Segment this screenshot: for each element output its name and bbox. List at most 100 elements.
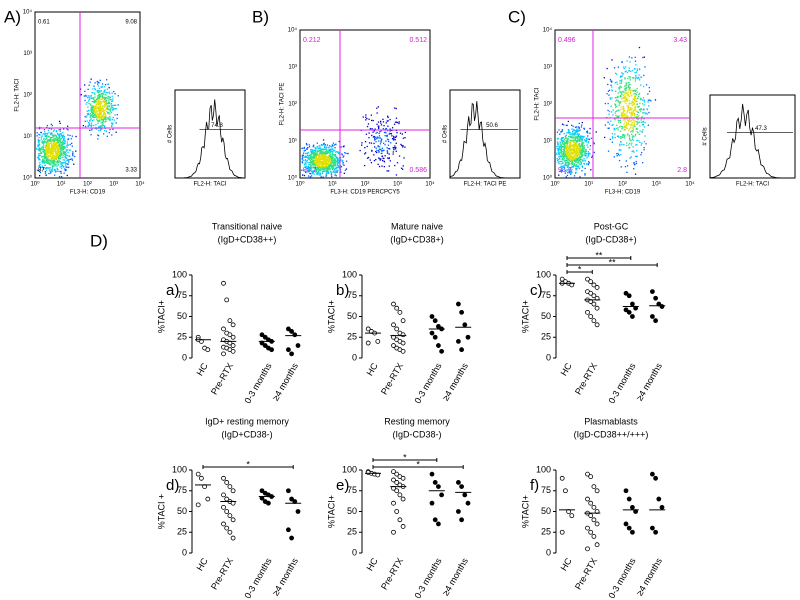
event — [571, 164, 573, 166]
event — [632, 98, 634, 100]
event — [325, 147, 327, 149]
event — [561, 155, 563, 157]
event — [301, 169, 303, 171]
event — [614, 104, 617, 107]
data-point — [400, 475, 406, 481]
event — [377, 125, 379, 127]
event — [390, 142, 392, 144]
event — [317, 161, 319, 163]
event — [573, 140, 576, 142]
event — [632, 127, 634, 129]
event — [90, 109, 93, 111]
data-point — [224, 480, 230, 485]
quadrant-value: 0.512 — [409, 37, 427, 44]
event — [84, 99, 86, 102]
event — [306, 154, 309, 157]
quadrant-value: 3.33 — [125, 168, 137, 174]
event — [90, 122, 93, 124]
event — [562, 151, 564, 153]
event — [628, 134, 630, 137]
event — [54, 158, 56, 160]
event — [304, 149, 306, 151]
event — [571, 161, 574, 163]
event — [643, 108, 645, 111]
event — [66, 157, 68, 159]
event — [633, 68, 636, 70]
event — [52, 144, 55, 147]
event — [574, 126, 577, 129]
event — [322, 154, 324, 156]
event — [110, 109, 112, 111]
event — [643, 149, 645, 151]
event — [626, 71, 629, 74]
panel-label: d) — [166, 477, 179, 494]
event — [380, 140, 382, 142]
event — [95, 124, 97, 126]
data-point — [626, 496, 632, 502]
event — [619, 76, 622, 78]
event — [317, 148, 319, 150]
y-tick-label: 10¹ — [288, 139, 297, 145]
event — [632, 129, 634, 131]
event — [556, 145, 558, 147]
event — [570, 153, 572, 155]
event — [375, 147, 377, 149]
event — [52, 148, 54, 150]
density — [36, 78, 119, 178]
event — [101, 128, 103, 130]
event — [616, 83, 619, 85]
event — [111, 100, 113, 102]
event — [384, 155, 386, 157]
event — [327, 151, 329, 154]
event — [324, 152, 326, 155]
data-point — [230, 343, 236, 348]
event — [619, 82, 621, 84]
event — [387, 157, 389, 159]
event — [577, 157, 579, 159]
event — [607, 121, 609, 123]
event — [573, 133, 575, 136]
event — [46, 137, 48, 140]
event — [93, 111, 96, 113]
event — [60, 142, 62, 144]
event — [55, 149, 57, 151]
data-point — [227, 484, 233, 490]
event — [625, 97, 627, 100]
x-tick-label: Pre-RTX — [209, 361, 235, 396]
event — [335, 175, 337, 177]
event — [630, 127, 632, 129]
event — [42, 150, 44, 153]
event — [575, 136, 577, 138]
event — [108, 106, 111, 108]
event — [88, 95, 90, 97]
event — [387, 115, 389, 117]
event — [576, 156, 579, 158]
event — [565, 141, 568, 143]
event — [91, 101, 93, 103]
event — [321, 158, 323, 160]
event — [53, 165, 55, 167]
x-tick-label: ≥4 months — [634, 556, 664, 598]
event — [627, 93, 629, 96]
event — [626, 100, 628, 102]
data-point — [588, 279, 594, 285]
data-point — [227, 513, 233, 519]
event — [55, 154, 57, 156]
event — [331, 167, 333, 169]
panel-label: f) — [530, 477, 539, 494]
event — [620, 109, 622, 111]
event — [587, 135, 589, 137]
event — [375, 136, 377, 138]
event — [111, 105, 113, 107]
event — [574, 152, 576, 155]
event — [64, 140, 66, 142]
event — [570, 146, 572, 149]
event — [58, 135, 61, 137]
event — [103, 124, 105, 127]
y-tick-label: 100 — [536, 464, 551, 474]
y-tick-label: 0 — [182, 352, 187, 362]
event — [328, 158, 330, 160]
event — [91, 116, 93, 118]
event — [379, 143, 382, 145]
event — [45, 150, 47, 152]
